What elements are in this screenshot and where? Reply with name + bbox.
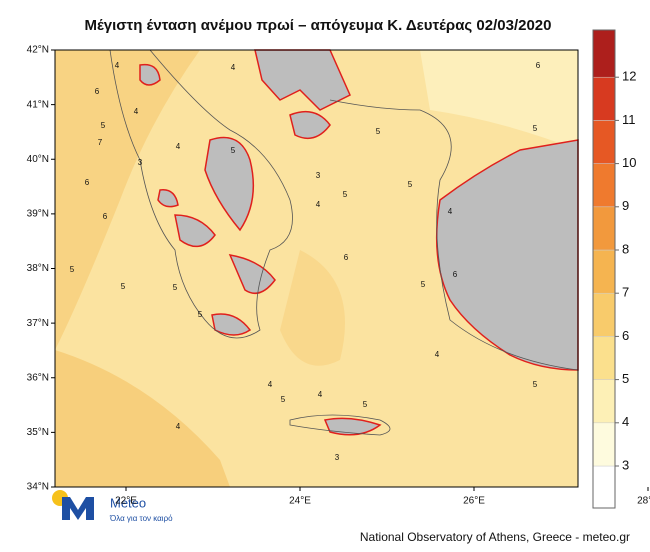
lat-label: 36°N [27,372,49,383]
contour-label: 5 [198,310,203,319]
logo: Meteo Όλα για τον καιρό [52,490,173,523]
contour-label: 6 [453,270,458,279]
lat-label: 35°N [27,427,49,438]
colorbar-label: 4 [622,414,629,429]
colorbar-label: 8 [622,241,629,256]
contour-label: 7 [98,138,103,147]
colorbar-label: 5 [622,371,629,386]
colorbar-label: 3 [622,457,629,472]
land-high [174,214,216,248]
contour-label: 4 [435,350,440,359]
colorbar-segment [592,465,616,509]
contour-label: 6 [536,61,541,70]
colorbar-segment [592,379,616,424]
lat-label: 39°N [27,209,49,220]
field-aegean [280,250,345,366]
colorbar-label: 12 [622,69,636,84]
contour-label: 4 [115,61,120,70]
colorbar-label: 9 [622,198,629,213]
land-high [254,49,351,111]
coastline [289,414,391,436]
field-west [55,50,200,350]
colorbar-segment [592,292,616,337]
contour-label: 5 [281,395,286,404]
colorbar-segment [592,336,616,380]
contour-label: 4 [176,142,181,151]
field-sw [55,350,230,487]
contour-label: 4 [268,380,273,389]
land-high [323,417,382,436]
contour-label: 5 [421,280,426,289]
contour-label: 5 [343,190,348,199]
lat-label: 42°N [27,45,49,56]
contour-label: 5 [363,400,368,409]
contour-label: 3 [335,453,340,462]
logo-name: Meteo [110,495,146,510]
land-high [289,110,331,140]
contour-label: 5 [173,283,178,292]
lat-label: 41°N [27,99,49,110]
coastline [109,49,293,339]
lat-label: 34°N [27,482,49,493]
contour-label: 5 [533,124,538,133]
lon-label: 22°E [115,496,137,507]
contour-label: 4 [316,200,321,209]
colorbar-label: 11 [622,112,636,127]
contour-label: 6 [344,253,349,262]
contour-label: 6 [103,212,108,221]
contour-label: 5 [231,146,236,155]
lat-label: 37°N [27,318,49,329]
colorbar-segment [592,422,616,467]
colorbar-frame [592,29,616,509]
land-high [157,189,179,208]
lat-label: 40°N [27,154,49,165]
contour-label: 3 [138,158,143,167]
contour-label: 6 [95,87,100,96]
contour-label: 5 [533,380,538,389]
title: Μέγιστη ένταση ανέμου πρωί – απόγευμα Κ.… [85,17,552,34]
colorbar-segment [592,29,616,78]
contour-label: 4 [318,390,323,399]
contour-label: 5 [376,127,381,136]
map [54,49,579,488]
contour-label: 5 [121,282,126,291]
colorbar-label: 10 [622,155,636,170]
coastline [329,99,579,371]
colorbar-segment [592,206,616,251]
lon-label: 24°E [289,496,311,507]
colorbar-label: 6 [622,328,629,343]
logo-mark [62,497,94,520]
contour-label: 3 [316,171,321,180]
contour-label: 4 [176,422,181,431]
contour-label: 4 [134,107,139,116]
contour-label: 5 [101,121,106,130]
land-high [228,254,276,295]
land-high [211,313,252,336]
colorbar-segment [592,120,616,164]
lat-label: 38°N [27,263,49,274]
field-ne [420,50,578,150]
lon-label: 26°E [463,496,485,507]
contour-label: 6 [85,178,90,187]
land-high [139,63,161,86]
land-high [204,136,255,232]
contour-label: 5 [408,180,413,189]
contour-label: 5 [70,265,75,274]
colorbar-segment [592,163,616,208]
contour-label: 4 [448,207,453,216]
colorbar-segment [592,76,616,121]
contour-label: 4 [231,63,236,72]
lon-label: 28°E [637,496,650,507]
logo-tagline: Όλα για τον καιρό [109,514,173,523]
colorbar-segment [592,249,616,294]
colorbar-label: 7 [622,285,629,300]
footer-credit: National Observatory of Athens, Greece -… [360,530,630,544]
